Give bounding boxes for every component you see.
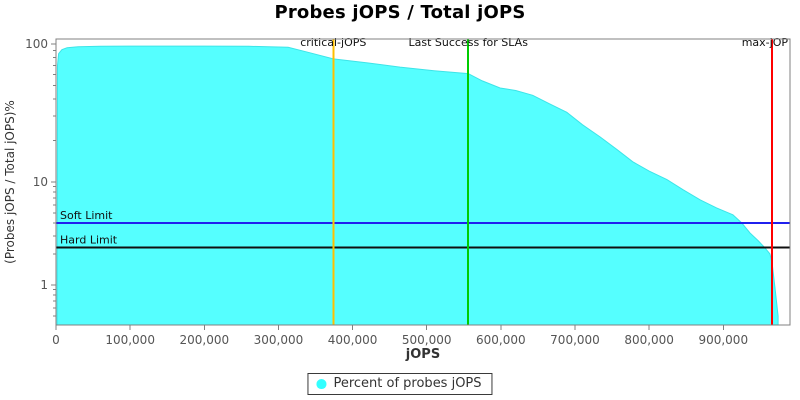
soft-limit-label: Soft Limit — [60, 209, 113, 222]
y-axis-tick-label: 100 — [25, 37, 48, 51]
x-axis-tick-label: 100,000 — [105, 333, 155, 347]
chart-title: Probes jOPS / Total jOPS — [274, 2, 526, 23]
x-axis-title: jOPS — [405, 347, 440, 362]
y-axis-tick-label: 1 — [40, 278, 48, 292]
last-success-label: Last Success for SLAs — [409, 36, 529, 49]
x-axis-tick-label: 600,000 — [476, 333, 526, 347]
x-axis-tick-label: 300,000 — [254, 333, 304, 347]
y-axis-tick-label: 10 — [33, 175, 48, 189]
x-axis-tick-label: 900,000 — [698, 333, 748, 347]
x-axis-tick-label: 200,000 — [179, 333, 229, 347]
probes-area-series — [56, 45, 779, 326]
chart-canvas: Soft Limit Hard Limit critical-jOPS Last Su… — [3, 36, 791, 362]
critical-jops-label: critical-jOPS — [300, 36, 366, 49]
legend-series-label: Percent of probes jOPS — [333, 376, 482, 391]
chart-legend: Percent of probes jOPS — [307, 373, 493, 395]
legend-series-swatch-icon — [316, 378, 327, 389]
x-axis-tick-label: 700,000 — [550, 333, 600, 347]
x-axis-tick-label: 400,000 — [328, 333, 378, 347]
x-axis-tick-label: 500,000 — [402, 333, 452, 347]
y-axis-title: (Probes jOPS / Total jOPS)% — [3, 100, 17, 264]
x-axis-tick-label: 800,000 — [624, 333, 674, 347]
hard-limit-label: Hard Limit — [60, 234, 118, 247]
max-jops-label: max-jOP — [742, 36, 789, 49]
x-axis-tick-label: 0 — [52, 333, 60, 347]
